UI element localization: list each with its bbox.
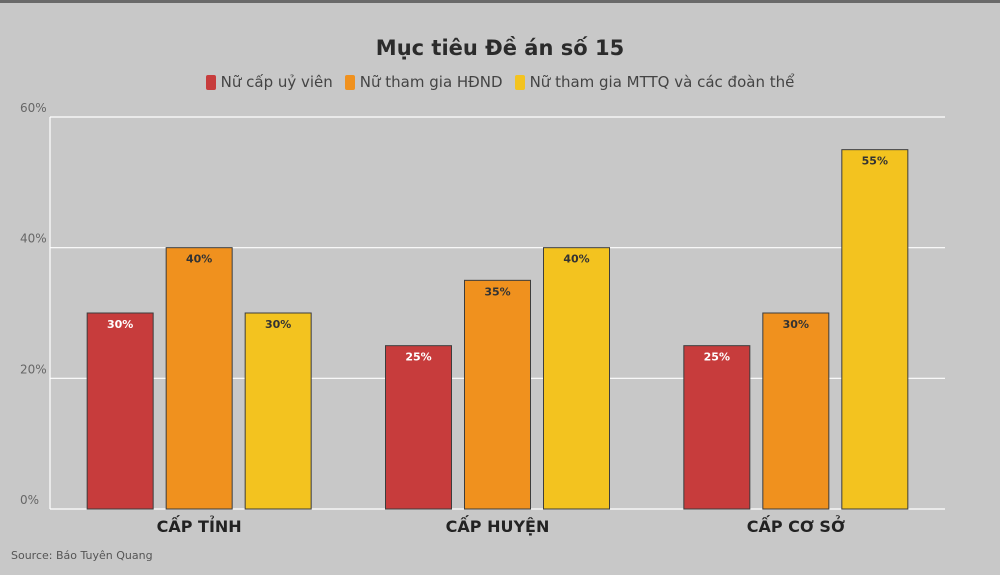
bar xyxy=(464,279,531,510)
y-tick-label: 0% xyxy=(20,493,39,507)
data-label: 30% xyxy=(783,318,809,331)
data-label: 55% xyxy=(862,155,888,168)
x-category-label: CẤP HUYỆN xyxy=(446,515,550,536)
bar xyxy=(762,312,830,510)
x-category-label: CẤP CƠ SỞ xyxy=(747,515,845,536)
legend-swatch-orange xyxy=(344,74,355,90)
bar xyxy=(165,247,233,510)
data-label: 25% xyxy=(704,351,730,364)
legend-label: Nữ tham gia HĐND xyxy=(359,73,503,91)
bar xyxy=(683,345,751,510)
chart-title: Mục tiêu Đề án số 15 xyxy=(375,36,625,60)
legend-item-women-party-committee: Nữ cấp uỷ viên xyxy=(205,73,333,91)
legend-item-women-front-unions: Nữ tham gia MTTQ và các đoàn thể xyxy=(514,73,795,91)
legend-item-women-people-council: Nữ tham gia HĐND xyxy=(344,73,503,91)
data-label: 30% xyxy=(265,318,291,331)
bar xyxy=(244,312,312,510)
y-tick-label: 60% xyxy=(20,101,47,115)
legend-label: Nữ cấp uỷ viên xyxy=(220,73,333,91)
legend-label: Nữ tham gia MTTQ và các đoàn thể xyxy=(529,73,795,91)
data-label: 40% xyxy=(563,253,589,266)
data-label: 30% xyxy=(107,318,133,331)
chart-legend: Nữ cấp uỷ viên Nữ tham gia HĐND Nữ tham … xyxy=(0,73,1000,91)
data-label: 25% xyxy=(405,351,431,364)
legend-swatch-yellow xyxy=(514,74,525,90)
bar xyxy=(543,247,610,510)
x-category-label: CẤP TỈNH xyxy=(157,515,242,536)
bar xyxy=(841,149,909,510)
bar xyxy=(385,345,452,510)
data-label: 35% xyxy=(484,285,510,298)
bar xyxy=(86,312,154,510)
top-border xyxy=(0,0,1000,3)
y-tick-label: 20% xyxy=(20,362,47,376)
data-label: 40% xyxy=(186,253,212,266)
y-tick-label: 40% xyxy=(20,232,47,246)
legend-swatch-red xyxy=(205,74,216,90)
source-note: Source: Báo Tuyên Quang xyxy=(11,549,153,562)
